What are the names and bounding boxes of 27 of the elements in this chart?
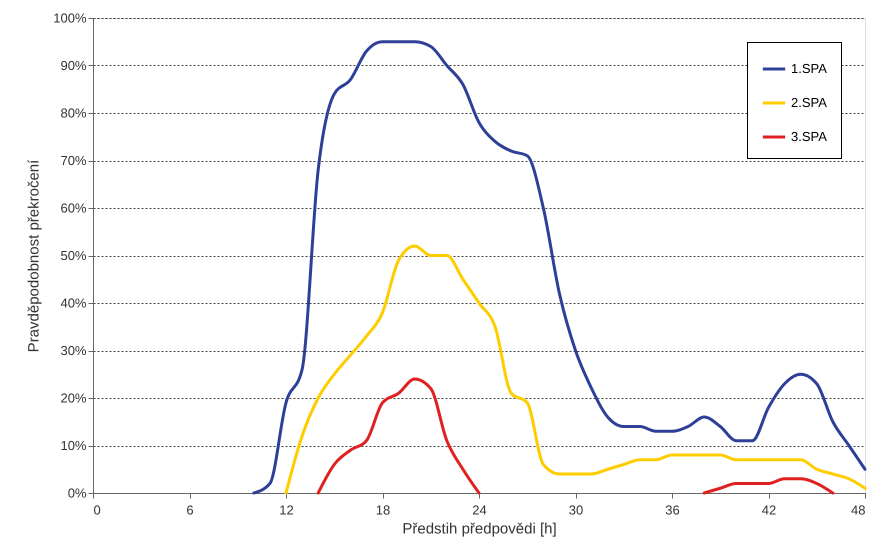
y-tick-label: 60% xyxy=(60,200,87,216)
x-tick-label: 30 xyxy=(568,502,584,518)
legend-label: 3.SPA xyxy=(791,129,828,144)
y-tick-label: 50% xyxy=(60,248,87,263)
line-series xyxy=(284,244,866,494)
x-tick-label: 36 xyxy=(665,502,680,518)
x-tick-label: 48 xyxy=(851,502,866,518)
x-tick-label: 12 xyxy=(279,502,294,518)
legend-label: 2.SPA xyxy=(791,95,828,110)
y-tick-label: 10% xyxy=(60,438,87,453)
y-tick-label: 30% xyxy=(60,343,87,358)
x-tick-label: 18 xyxy=(376,502,390,518)
x-tick-label: 0 xyxy=(94,502,101,518)
y-tick-label: 90% xyxy=(60,58,87,73)
x-tick-label: 24 xyxy=(472,502,487,518)
y-tick-label: 20% xyxy=(60,390,87,406)
y-axis-title: Pravděpodobnost překročení xyxy=(25,158,42,352)
line-series xyxy=(252,40,866,494)
x-tick-label: 42 xyxy=(762,502,776,518)
y-tick-label: 40% xyxy=(60,296,87,310)
y-tick-label: 70% xyxy=(60,153,87,168)
y-tick-label: 100% xyxy=(53,10,87,26)
y-tick-label: 80% xyxy=(60,106,87,120)
x-tick-label: 6 xyxy=(186,502,194,518)
legend-label: 1.SPA xyxy=(791,61,828,76)
y-tick-label: 0% xyxy=(68,486,87,500)
x-axis-title: Předstih předpovědi [h] xyxy=(402,520,557,538)
